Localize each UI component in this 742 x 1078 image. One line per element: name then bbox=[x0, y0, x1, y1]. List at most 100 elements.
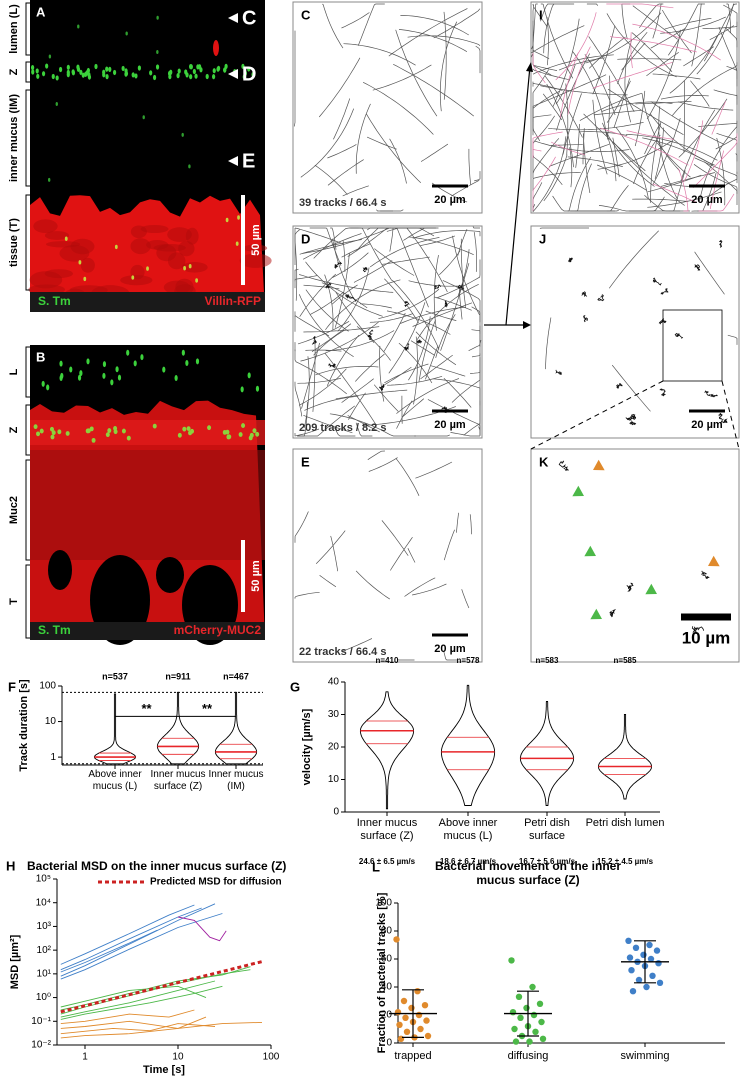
bacterium bbox=[183, 265, 186, 271]
track bbox=[300, 108, 355, 178]
track bbox=[652, 277, 662, 286]
track bbox=[396, 400, 413, 429]
msd-line bbox=[60, 969, 251, 1015]
bacterium bbox=[66, 71, 70, 78]
bacterium bbox=[249, 432, 254, 438]
x-tick-label: 100 bbox=[263, 1052, 280, 1063]
marker-label: E bbox=[242, 150, 255, 172]
y-tick-label: 10 bbox=[328, 774, 340, 785]
track bbox=[294, 591, 320, 599]
track bbox=[696, 3, 735, 75]
track-panel bbox=[292, 448, 483, 663]
track bbox=[704, 390, 714, 397]
data-point bbox=[653, 947, 661, 954]
track bbox=[341, 378, 374, 403]
chart-title-box: Bacterial movement on the inner mucus su… bbox=[435, 860, 621, 887]
track bbox=[333, 98, 351, 140]
mucus-layer bbox=[30, 450, 265, 560]
msd-line bbox=[60, 980, 216, 1018]
track bbox=[542, 93, 563, 121]
summary-note: 24.6 ± 6.5 µm/s bbox=[359, 857, 416, 866]
track bbox=[599, 127, 689, 166]
bacterium bbox=[223, 67, 227, 73]
track bbox=[625, 414, 636, 421]
bacterium bbox=[49, 426, 54, 432]
region-label: lumen (L) bbox=[8, 4, 20, 54]
data-point bbox=[526, 1038, 533, 1045]
data-point bbox=[423, 1017, 430, 1024]
bacterium bbox=[188, 264, 192, 269]
track bbox=[612, 141, 685, 206]
bacterium bbox=[247, 66, 251, 72]
data-point bbox=[632, 944, 640, 951]
msd-line bbox=[60, 985, 223, 1020]
track-panel bbox=[530, 448, 740, 663]
track bbox=[430, 365, 466, 377]
data-point bbox=[643, 983, 650, 991]
track bbox=[644, 121, 662, 155]
panel-letter: I bbox=[539, 7, 543, 22]
track bbox=[690, 80, 710, 107]
pointer bbox=[593, 459, 605, 471]
track bbox=[294, 268, 299, 289]
tissue-texture bbox=[146, 240, 169, 250]
bacterium bbox=[124, 68, 128, 74]
track bbox=[386, 375, 443, 386]
bacterium bbox=[205, 73, 209, 80]
track bbox=[298, 368, 347, 406]
bacterium bbox=[182, 426, 187, 432]
track bbox=[312, 339, 316, 412]
y-tick-label: 0 bbox=[386, 1038, 392, 1049]
bacterium bbox=[194, 73, 198, 79]
track bbox=[631, 32, 673, 73]
track bbox=[341, 243, 371, 258]
track bbox=[440, 263, 470, 351]
track bbox=[434, 296, 472, 311]
track bbox=[414, 434, 450, 437]
track bbox=[334, 427, 356, 437]
bacterium bbox=[105, 66, 109, 72]
track bbox=[473, 232, 477, 272]
bacterium bbox=[121, 428, 126, 434]
msd-line bbox=[60, 913, 223, 980]
region-label: inner mucus (IM) bbox=[8, 94, 20, 182]
y-axis-title: velocity [µm/s] bbox=[301, 708, 313, 785]
y-tick-label: 100 bbox=[375, 898, 392, 909]
track bbox=[532, 74, 607, 108]
bacterium bbox=[167, 70, 172, 77]
bacterium bbox=[35, 68, 39, 74]
bacterium bbox=[251, 72, 255, 78]
track bbox=[634, 90, 646, 147]
track bbox=[615, 126, 649, 200]
bacterium bbox=[247, 372, 251, 379]
bacterium bbox=[155, 64, 160, 70]
pointer bbox=[708, 555, 720, 567]
bacterium bbox=[94, 63, 98, 70]
track bbox=[724, 26, 738, 87]
track bbox=[694, 251, 725, 295]
violin bbox=[214, 691, 258, 765]
y-tick-label: 10⁻¹ bbox=[31, 1016, 51, 1027]
track bbox=[567, 156, 623, 167]
track bbox=[366, 136, 397, 150]
track bbox=[711, 101, 726, 135]
bacterium bbox=[66, 64, 70, 70]
track bbox=[435, 314, 456, 358]
track bbox=[332, 238, 355, 299]
track bbox=[632, 198, 689, 202]
track bbox=[305, 349, 342, 352]
track bbox=[692, 133, 738, 189]
track bbox=[302, 233, 362, 260]
track bbox=[678, 168, 689, 212]
error-bar bbox=[634, 940, 656, 984]
panel-letter: C bbox=[301, 7, 311, 22]
track bbox=[701, 570, 710, 579]
track bbox=[294, 315, 296, 332]
bacterium bbox=[36, 73, 40, 79]
region-bracket bbox=[25, 564, 30, 639]
bacterium bbox=[133, 360, 137, 367]
track bbox=[325, 282, 332, 289]
track bbox=[674, 332, 684, 339]
track bbox=[294, 511, 309, 543]
track bbox=[302, 227, 391, 254]
